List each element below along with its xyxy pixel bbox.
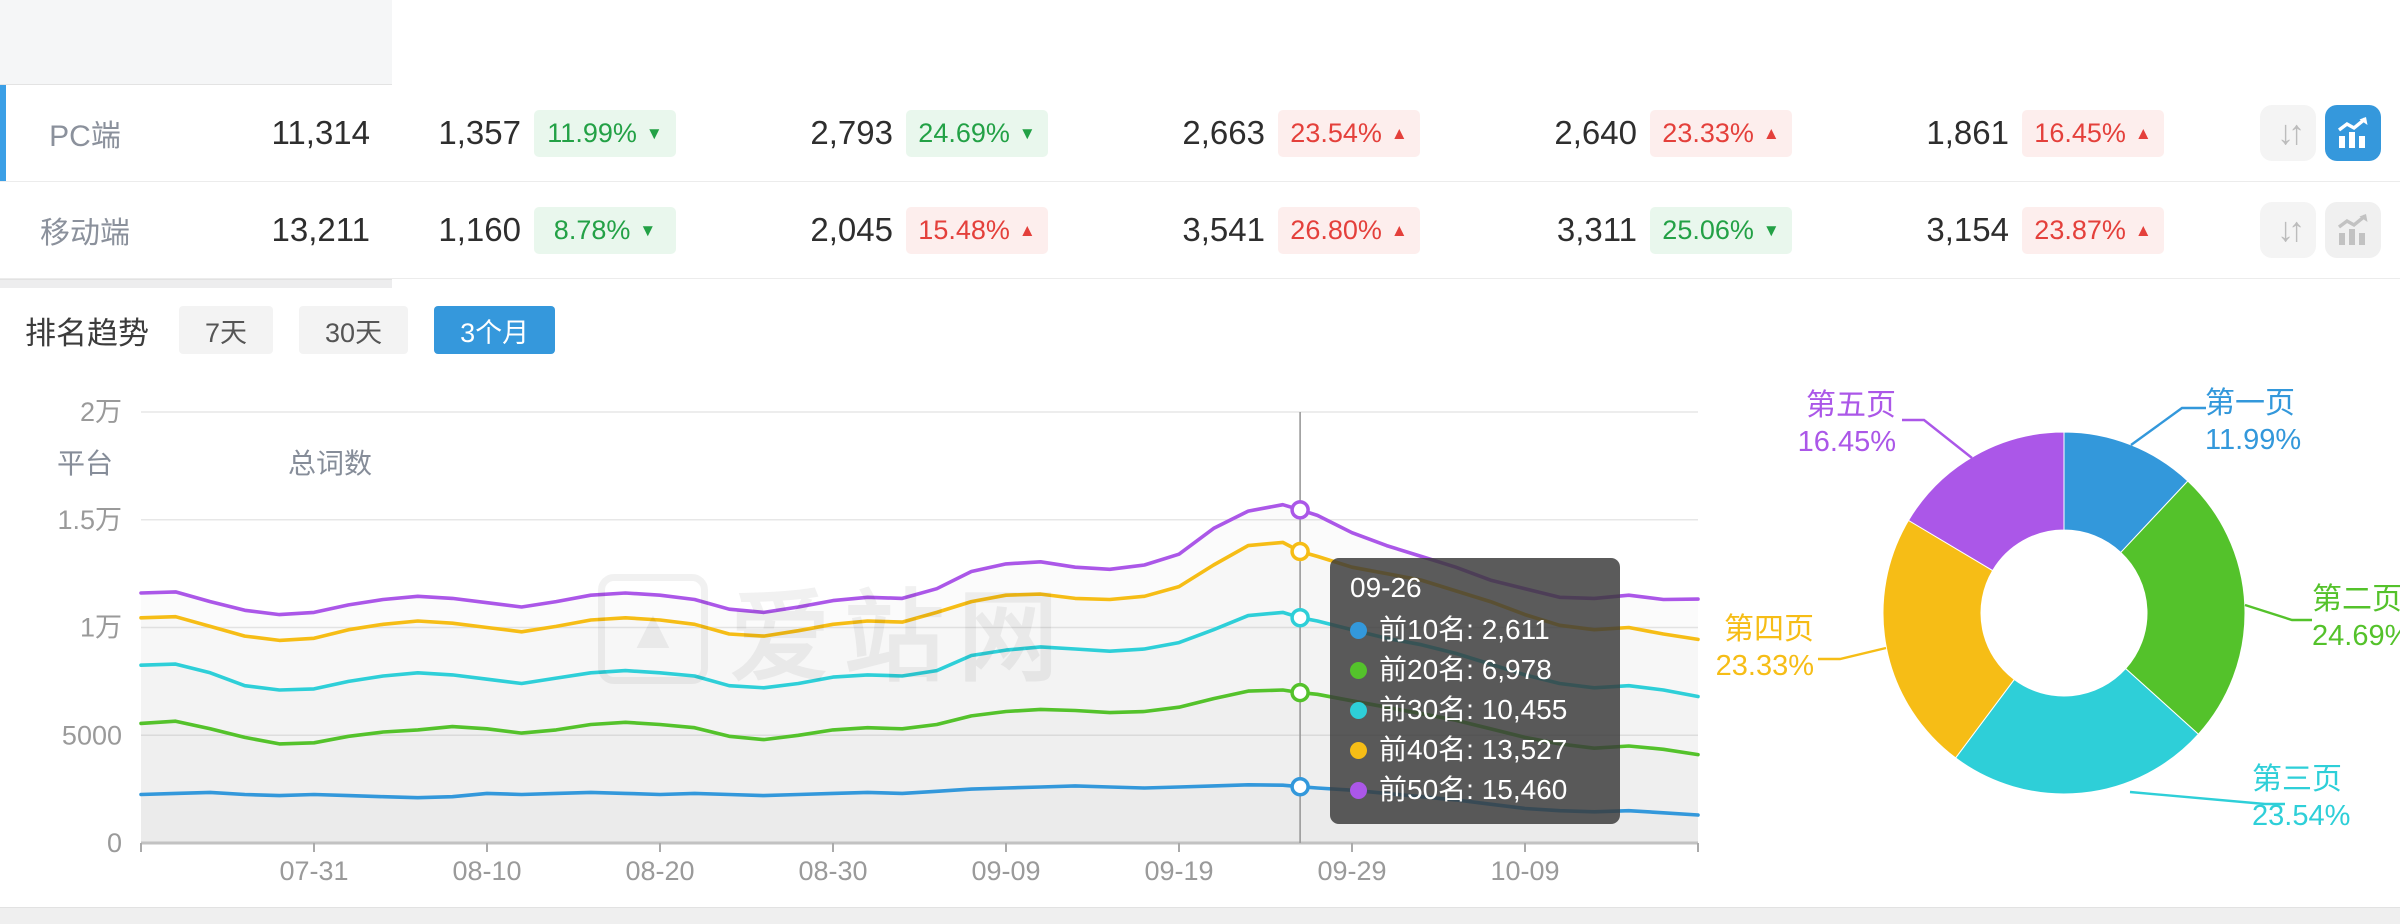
page5-change-badge: 16.45% ▲ — [2022, 109, 2164, 157]
page4-change-badge: 23.33% ▲ — [1650, 109, 1792, 157]
donut-label-page5: 第五页 16.45% — [1797, 389, 1896, 458]
page5-count: 1,861 — [1926, 114, 2009, 151]
col-total-words: 总词数 — [287, 448, 372, 479]
bottom-strip — [0, 907, 2400, 924]
rank-trend-line-chart[interactable]: 2万 1.5万 1万 5000 0 07-31 08-10 08-20 08-30 09-09 09… — [0, 360, 1720, 924]
total-words-value: 11,314 — [271, 114, 370, 151]
trend-chart-toggle-button-active[interactable] — [2325, 105, 2381, 161]
platform-label: 移动端 — [40, 217, 130, 250]
svg-text:10-09: 10-09 — [1490, 856, 1559, 886]
page1-count: 1,160 — [438, 211, 521, 248]
svg-text:09-09: 09-09 — [971, 856, 1040, 886]
svg-text:2万: 2万 — [80, 397, 122, 427]
series-color-dot — [1350, 741, 1367, 759]
page1-change-badge: 8.78% ▼ — [534, 206, 676, 254]
svg-text:08-10: 08-10 — [452, 856, 521, 886]
col-platform: 平台 — [56, 448, 113, 479]
trend-arrow-icon: ▲ — [1018, 220, 1036, 240]
svg-text:08-20: 08-20 — [625, 856, 694, 886]
trend-arrow-icon: ▼ — [1762, 220, 1780, 240]
table-row-pc[interactable]: PC端 11,314 1,357 11.99% ▼ 2,793 24.69% ▼ 2… — [0, 85, 2400, 182]
trend-section-title: 排名趋势 — [25, 315, 149, 351]
page5-change-badge: 23.87% ▲ — [2022, 206, 2164, 254]
page1-change-badge: 11.99% ▼ — [534, 109, 676, 157]
up-down-arrows-icon: ↓↑ — [2277, 210, 2305, 249]
series-color-dot — [1350, 701, 1367, 719]
tab-7-days[interactable]: 7天 — [179, 306, 274, 354]
page3-change-badge: 26.80% ▲ — [1278, 206, 1420, 254]
svg-text:09-29: 09-29 — [1317, 856, 1386, 886]
table-row-mobile[interactable]: 移动端 13,211 1,160 8.78% ▼ 2,045 15.48% ▲ 3,… — [0, 182, 2400, 279]
series-color-dot — [1350, 661, 1367, 679]
page2-change-badge: 24.69% ▼ — [906, 109, 1048, 157]
page1-count: 1,357 — [438, 114, 521, 151]
sort-button[interactable]: ↓↑ — [2260, 202, 2316, 258]
up-down-arrows-icon: ↓↑ — [2277, 113, 2305, 152]
trend-arrow-icon: ▲ — [1762, 123, 1780, 143]
donut-label-page3: 第三页 23.54% — [2252, 763, 2351, 832]
svg-text:5000: 5000 — [62, 720, 122, 750]
page3-change-badge: 23.54% ▲ — [1278, 109, 1420, 157]
donut-label-page1: 第一页 11.99% — [2205, 387, 2302, 456]
trend-arrow-icon: ▼ — [1018, 123, 1036, 143]
bar-chart-trend-icon — [2337, 214, 2368, 245]
tooltip-row: 前10名: 2,611 — [1350, 610, 1600, 650]
trend-arrow-icon: ▲ — [1390, 123, 1408, 143]
tooltip-row: 前20名: 6,978 — [1350, 650, 1600, 690]
tab-30-days[interactable]: 30天 — [299, 306, 409, 354]
trend-arrow-icon: ▲ — [1390, 220, 1408, 240]
page2-count: 2,045 — [810, 211, 893, 248]
page4-count: 3,311 — [1556, 211, 1637, 248]
trend-arrow-icon: ▲ — [2134, 220, 2152, 240]
page2-count: 2,793 — [810, 114, 893, 151]
tooltip-row: 前50名: 15,460 — [1350, 770, 1600, 810]
tooltip-date: 09-26 — [1350, 572, 1422, 603]
trend-arrow-icon: ▲ — [2134, 123, 2152, 143]
svg-text:1.5万: 1.5万 — [57, 505, 122, 535]
donut-label-page4: 第四页 23.33% — [1715, 613, 1814, 682]
svg-text:07-31: 07-31 — [279, 856, 348, 886]
trend-chart-toggle-button[interactable] — [2325, 202, 2381, 258]
page3-count: 2,663 — [1182, 114, 1265, 151]
tooltip-row: 前40名: 13,527 — [1350, 730, 1600, 770]
svg-text:1万: 1万 — [80, 613, 122, 643]
page2-change-badge: 15.48% ▲ — [906, 206, 1048, 254]
svg-text:09-19: 09-19 — [1144, 856, 1213, 886]
platform-label: PC端 — [49, 120, 121, 153]
page3-count: 3,541 — [1182, 211, 1265, 248]
trend-arrow-icon: ▼ — [645, 123, 663, 143]
series-color-dot — [1350, 621, 1367, 639]
active-row-indicator — [0, 85, 6, 181]
page5-count: 3,154 — [1926, 211, 2009, 248]
chart-tooltip: 09-26 前10名: 2,611 前20名: 6,978 前30名: 10,455… — [1330, 558, 1620, 824]
svg-text:08-30: 08-30 — [798, 856, 867, 886]
trend-arrow-icon: ▼ — [639, 220, 657, 240]
page4-count: 2,640 — [1554, 114, 1637, 151]
svg-text:0: 0 — [107, 828, 122, 858]
total-words-value: 13,211 — [271, 211, 370, 248]
tooltip-row: 前30名: 10,455 — [1350, 690, 1600, 730]
bar-chart-trend-icon — [2337, 117, 2368, 148]
series-color-dot — [1350, 781, 1367, 799]
page4-change-badge: 25.06% ▼ — [1650, 206, 1792, 254]
sort-button[interactable]: ↓↑ — [2260, 105, 2316, 161]
donut-canvas[interactable] — [1700, 364, 2400, 924]
tab-3-months[interactable]: 3个月 — [434, 306, 556, 354]
